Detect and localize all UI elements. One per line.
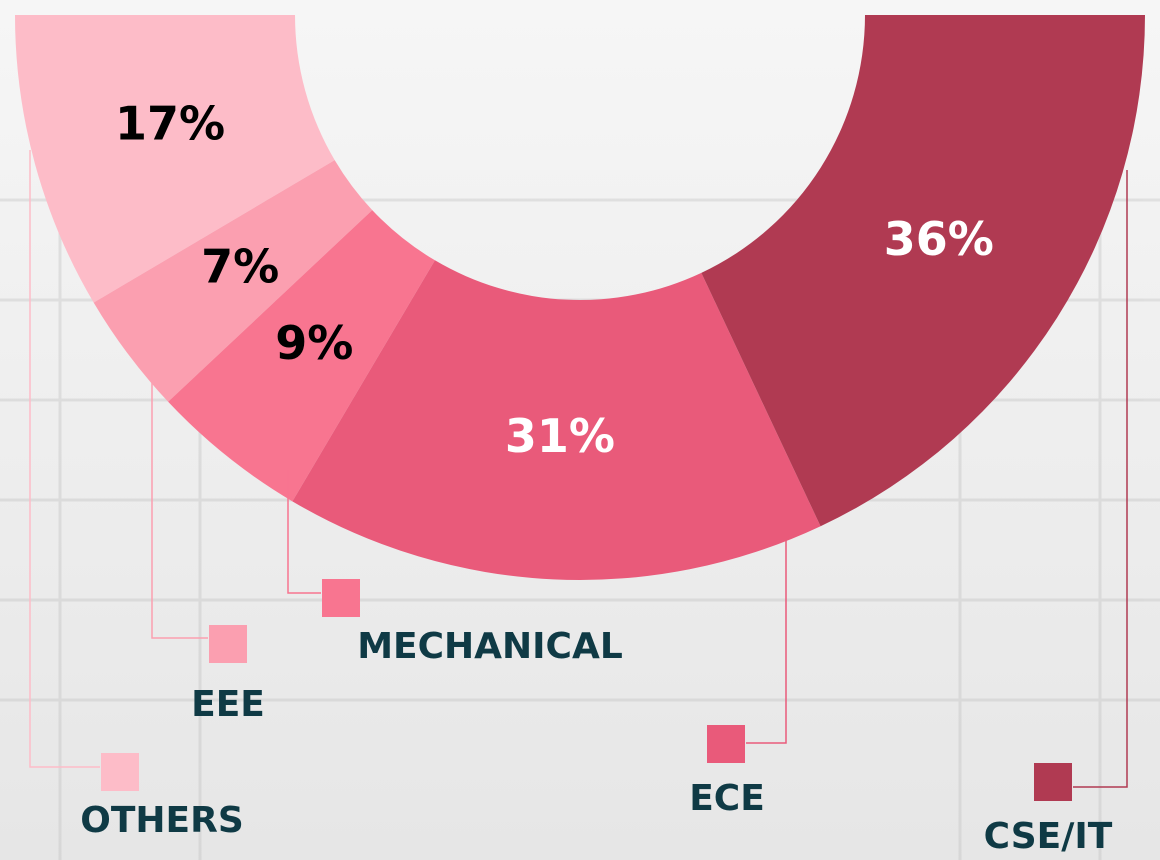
donut-segment <box>15 15 335 303</box>
leader-line <box>1073 170 1128 788</box>
value-label: 36% <box>884 212 994 266</box>
legend-label: EEE <box>191 684 265 725</box>
legend-label: ECE <box>689 778 765 819</box>
value-label: 17% <box>115 97 225 151</box>
legend-swatch <box>209 625 247 663</box>
leader-line <box>746 515 787 744</box>
legend-label: CSE/IT <box>984 816 1113 857</box>
legend-label: OTHERS <box>80 800 244 841</box>
value-label: 9% <box>275 316 353 370</box>
donut-segment <box>701 15 1145 527</box>
leader-line <box>29 150 100 768</box>
value-label: 7% <box>201 240 279 294</box>
leader-line <box>151 360 208 639</box>
legend-swatch <box>322 579 360 617</box>
leader-line <box>287 470 321 594</box>
donut-segment <box>93 160 373 402</box>
donut-segment <box>168 210 435 502</box>
legend-swatch <box>101 753 139 791</box>
value-label: 31% <box>505 409 615 463</box>
donut-segment <box>292 260 821 580</box>
legend-swatch <box>707 725 745 763</box>
legend-label: MECHANICAL <box>357 626 623 667</box>
legend-swatch <box>1034 763 1072 801</box>
